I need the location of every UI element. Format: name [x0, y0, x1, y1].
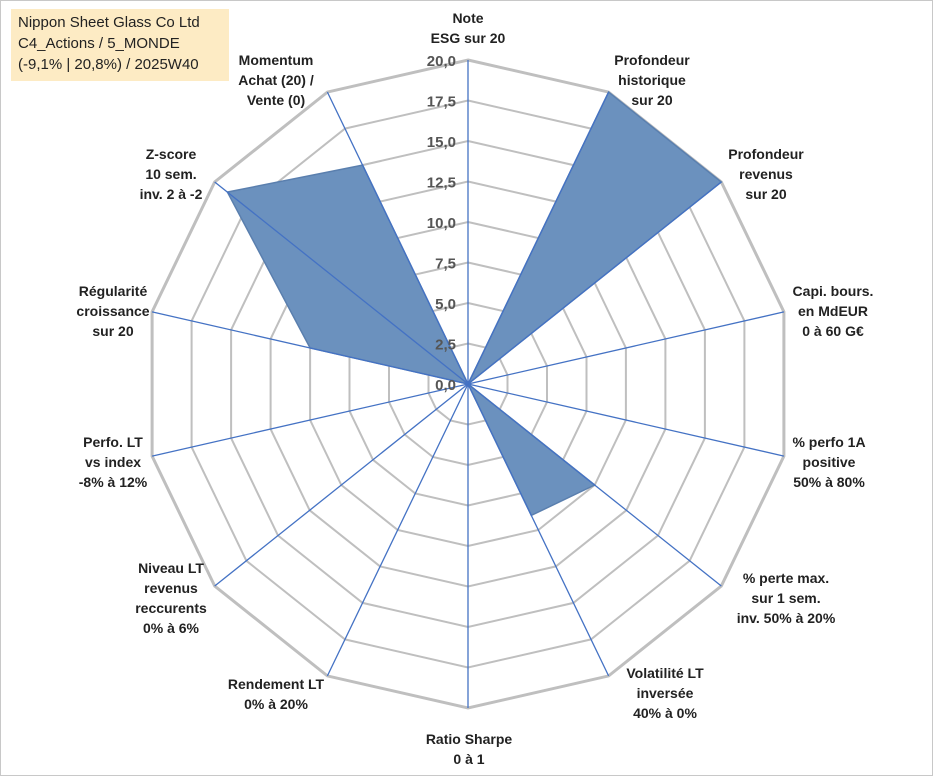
axis-label: inv. 2 à -2 [140, 186, 203, 202]
axis-spoke [467, 383, 785, 457]
axis-label: vs index [85, 454, 141, 470]
tick-label: 17,5 [427, 94, 456, 111]
axis-spoke [151, 311, 469, 385]
axis-label: Z-score [146, 146, 197, 162]
axis-label-group: Niveau LT revenus reccurents 0% à 6% [135, 560, 207, 636]
axis-label: croissance [76, 303, 149, 319]
axis-label: sur 20 [631, 92, 672, 108]
axis-label-group: Momentum Achat (20) / Vente (0) [238, 52, 314, 108]
axis-label-group: Régularité croissance sur 20 [76, 283, 149, 339]
axis-label: -8% à 12% [79, 474, 148, 490]
axis-spoke [467, 383, 610, 677]
axis-label: 40% à 0% [633, 705, 697, 721]
axis-label-group: Rendement LT 0% à 20% [228, 676, 325, 712]
axis-label: 10 sem. [145, 166, 196, 182]
axis-label: 0% à 6% [143, 620, 200, 636]
axis-label: Momentum [239, 52, 314, 68]
axis-label: reccurents [135, 600, 207, 616]
axis-label-group: Note ESG sur 20 [431, 10, 506, 46]
axis-label: Volatilité LT [626, 665, 704, 681]
axis-label: Note [452, 10, 483, 26]
axis-label-group: Ratio Sharpe 0 à 1 [426, 731, 513, 767]
tick-label: 0,0 [435, 377, 456, 394]
axis-label: % perte max. [743, 570, 829, 586]
axis-label: historique [618, 72, 686, 88]
axis-label-group: Profondeur revenus sur 20 [728, 146, 804, 202]
tick-label: 12,5 [427, 175, 456, 192]
axis-label: sur 1 sem. [751, 590, 820, 606]
axis-label-group: % perte max. sur 1 sem. inv. 50% à 20% [737, 570, 836, 626]
axis-label-group: Profondeur historique sur 20 [614, 52, 690, 108]
axis-label-group: Z-score 10 sem. inv. 2 à -2 [140, 146, 203, 202]
axis-label: Vente (0) [247, 92, 305, 108]
axis-label: ESG sur 20 [431, 30, 506, 46]
axis-label-group: Capi. bours. en MdEUR 0 à 60 G€ [793, 283, 874, 339]
axis-label: sur 20 [92, 323, 133, 339]
axis-label-group: Volatilité LT inversée 40% à 0% [626, 665, 704, 721]
axis-label: % perfo 1A [792, 434, 865, 450]
axis-spoke [467, 311, 785, 385]
axis-label-group: Perfo. LT vs index -8% à 12% [79, 434, 148, 490]
tick-label: 7,5 [435, 256, 456, 273]
axis-label: Perfo. LT [83, 434, 143, 450]
axis-spoke [214, 181, 469, 385]
axis-label: Profondeur [728, 146, 804, 162]
axis-spoke [467, 91, 610, 385]
axis-label: Profondeur [614, 52, 690, 68]
axis-label: revenus [739, 166, 793, 182]
radial-tick-labels: 0,0 2,5 5,0 7,5 10,0 12,5 15,0 17,5 20,0 [427, 53, 456, 394]
axis-spoke [214, 383, 469, 587]
axis-labels: Note ESG sur 20 Profondeur historique sur 20… [76, 10, 873, 767]
axis-label-group: % perfo 1A positive 50% à 80% [792, 434, 865, 490]
axis-label: 0% à 20% [244, 696, 308, 712]
axis-label: Niveau LT [138, 560, 204, 576]
axis-spoke [467, 383, 722, 587]
axis-label: Capi. bours. [793, 283, 874, 299]
range-week-label: (-9,1% | 20,8%) / 2025W40 [18, 56, 199, 73]
axis-label: positive [803, 454, 856, 470]
info-box: Nippon Sheet Glass Co Ltd C4_Actions / 5… [11, 9, 229, 81]
axis-label: 50% à 80% [793, 474, 865, 490]
axis-label: inv. 50% à 20% [737, 610, 836, 626]
axis-label: inversée [637, 685, 694, 701]
axis-label: Régularité [79, 283, 148, 299]
axis-label: Ratio Sharpe [426, 731, 513, 747]
axis-label: Rendement LT [228, 676, 325, 692]
tick-label: 2,5 [435, 337, 456, 354]
axis-spoke [326, 383, 469, 677]
axis-label: Achat (20) / [238, 72, 314, 88]
axis-label: revenus [144, 580, 198, 596]
axis-label: 0 à 1 [453, 751, 484, 767]
axis-spoke [467, 181, 722, 385]
company-name: Nippon Sheet Glass Co Ltd [18, 14, 200, 31]
tick-label: 20,0 [427, 53, 456, 70]
category-label: C4_Actions / 5_MONDE [18, 35, 180, 52]
axis-label: en MdEUR [798, 303, 868, 319]
radar-spokes [151, 60, 785, 708]
axis-spoke [151, 383, 469, 457]
axis-spoke [326, 91, 469, 385]
axis-label: sur 20 [745, 186, 786, 202]
tick-label: 10,0 [427, 215, 456, 232]
axis-label: 0 à 60 G€ [802, 323, 864, 339]
tick-label: 5,0 [435, 296, 456, 313]
tick-label: 15,0 [427, 134, 456, 151]
